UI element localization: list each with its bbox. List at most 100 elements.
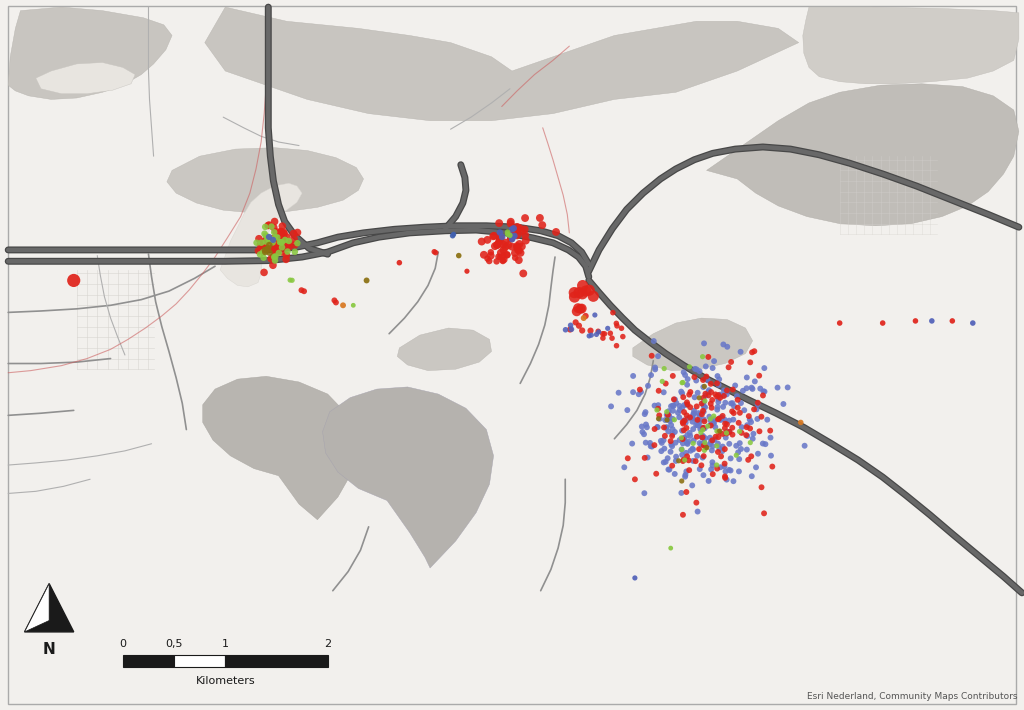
Point (502, 229, 518, 241)
Point (261, 239, 278, 251)
Point (257, 241, 273, 252)
Point (631, 388, 647, 400)
Polygon shape (8, 7, 172, 99)
Point (740, 410, 757, 422)
Point (715, 401, 731, 413)
Point (268, 243, 285, 254)
Point (694, 422, 711, 433)
Point (710, 447, 726, 458)
Point (261, 235, 278, 246)
Point (672, 400, 688, 412)
Point (707, 434, 723, 445)
Point (676, 406, 692, 417)
Point (613, 322, 630, 334)
Point (266, 226, 283, 238)
Point (260, 243, 276, 254)
Point (681, 427, 697, 439)
Point (708, 389, 724, 400)
Point (694, 424, 711, 435)
Point (647, 362, 664, 373)
Point (755, 438, 771, 449)
Point (427, 247, 443, 258)
Point (722, 465, 738, 476)
Point (252, 248, 268, 260)
Point (698, 442, 715, 454)
Point (650, 351, 667, 362)
Point (663, 446, 679, 457)
Point (694, 452, 711, 463)
Point (680, 436, 696, 447)
Point (730, 417, 746, 429)
Point (682, 402, 698, 413)
Point (567, 317, 584, 328)
Point (500, 226, 516, 238)
Text: 2: 2 (325, 639, 331, 649)
Point (736, 405, 753, 416)
Point (514, 226, 530, 237)
Point (691, 410, 708, 422)
Point (664, 460, 680, 471)
Point (924, 315, 940, 327)
Point (711, 432, 727, 443)
Point (667, 394, 683, 405)
Point (269, 231, 286, 243)
Point (665, 405, 681, 417)
Point (965, 317, 981, 329)
Point (585, 290, 601, 302)
Point (500, 229, 516, 240)
Point (272, 226, 289, 238)
Point (258, 233, 274, 244)
Point (499, 249, 515, 261)
Point (679, 397, 695, 408)
Point (764, 461, 780, 472)
Point (662, 415, 678, 427)
Point (697, 401, 714, 413)
Point (645, 335, 662, 346)
Point (682, 412, 698, 423)
Point (703, 402, 720, 413)
Point (511, 254, 527, 266)
Point (705, 435, 721, 446)
Point (695, 374, 712, 386)
Point (664, 430, 680, 442)
Point (672, 405, 688, 416)
Point (663, 420, 679, 431)
Point (492, 234, 508, 245)
Point (653, 445, 670, 457)
Point (695, 396, 712, 408)
Point (657, 415, 674, 426)
Point (653, 437, 670, 449)
Point (700, 385, 717, 396)
Point (725, 384, 741, 395)
Point (693, 398, 710, 409)
Point (667, 426, 683, 437)
Point (658, 409, 675, 420)
Point (583, 325, 599, 337)
Point (701, 439, 718, 450)
Point (688, 400, 705, 412)
Point (548, 226, 564, 238)
Point (654, 376, 671, 387)
Point (686, 371, 702, 383)
Point (725, 414, 741, 425)
Point (685, 408, 701, 420)
Point (682, 430, 698, 442)
Point (657, 422, 674, 434)
Point (289, 237, 305, 248)
Point (511, 245, 527, 256)
Point (741, 414, 758, 425)
Point (686, 408, 702, 420)
Point (517, 229, 534, 241)
Point (637, 452, 653, 464)
Point (697, 390, 714, 401)
Point (506, 223, 522, 234)
Point (643, 369, 659, 381)
Point (715, 428, 731, 439)
Point (257, 244, 273, 256)
Point (252, 239, 268, 251)
Point (281, 238, 297, 249)
Point (535, 219, 551, 231)
Point (724, 398, 740, 409)
Point (696, 381, 713, 392)
Point (649, 405, 666, 416)
